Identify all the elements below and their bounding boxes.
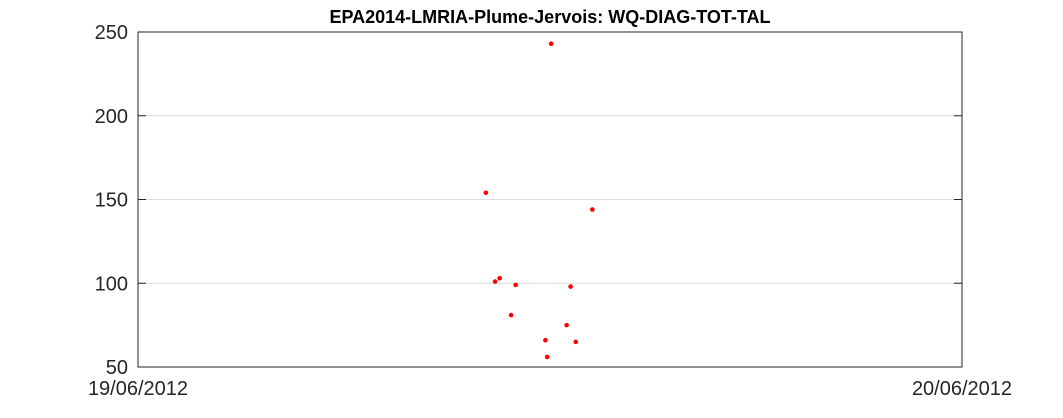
- y-tick-label: 250: [95, 22, 128, 44]
- data-point: [548, 41, 554, 47]
- x-tick-label: 20/06/2012: [912, 378, 1012, 400]
- data-point: [573, 339, 579, 345]
- data-point: [497, 275, 502, 281]
- x-axis-labels: 19/06/2012 20/06/2012: [88, 378, 1012, 400]
- data-point: [483, 190, 489, 196]
- y-tick-label: 100: [95, 273, 128, 295]
- data-point: [543, 337, 548, 343]
- data-point: [544, 354, 550, 360]
- data-points: [483, 41, 595, 360]
- data-point: [508, 312, 514, 318]
- data-point: [564, 322, 569, 328]
- data-point: [568, 284, 573, 289]
- chart-title: EPA2014-LMRIA-Plume-Jervois: WQ-DIAG-TOT…: [329, 7, 770, 27]
- y-tick-label: 150: [95, 190, 128, 212]
- y-tick-label: 200: [95, 106, 128, 128]
- axis-ticks: [137, 31, 963, 368]
- gridlines: [138, 115, 962, 284]
- x-tick-label: 19/06/2012: [88, 378, 188, 400]
- data-point: [492, 279, 498, 284]
- data-point: [513, 282, 518, 288]
- y-axis-labels: 50 100 150 200 250: [95, 22, 128, 379]
- data-point: [590, 207, 595, 212]
- y-tick-label: 50: [106, 357, 128, 379]
